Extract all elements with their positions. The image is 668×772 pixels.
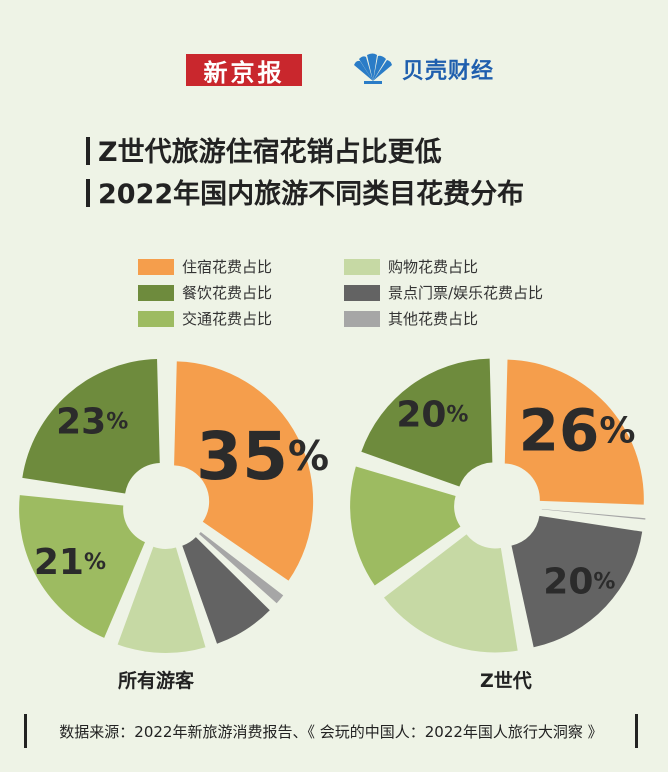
chart-title-all-visitors: 所有游客 bbox=[118, 670, 195, 692]
legend-swatch bbox=[138, 310, 174, 327]
title-text-1: Z世代旅游住宿花销占比更低 bbox=[98, 137, 442, 168]
pie-slice bbox=[182, 537, 270, 644]
title-line-2: 2022年国内旅游不同类目花费分布 bbox=[86, 174, 524, 216]
slice-label: 26% bbox=[519, 397, 636, 465]
legend-swatch bbox=[344, 310, 380, 327]
pie-charts: 35% 21% 23% 26% 20% 20% bbox=[19, 358, 646, 653]
pie-slice bbox=[541, 508, 646, 520]
pie-chart-gen-z: 26% 20% 20% bbox=[350, 358, 646, 653]
legend-label: 其他花费占比 bbox=[388, 310, 479, 328]
beike-finance-text: 贝壳财经 bbox=[402, 59, 495, 84]
pie-slice bbox=[117, 546, 206, 653]
slice-label: 23% bbox=[56, 401, 128, 442]
title-line-1: Z世代旅游住宿花销占比更低 bbox=[86, 132, 524, 174]
pie-slice bbox=[19, 495, 145, 638]
legend-label: 住宿花费占比 bbox=[182, 258, 273, 276]
pie-slice bbox=[174, 361, 314, 581]
pie-slice bbox=[504, 359, 644, 505]
slice-label: 20% bbox=[543, 561, 615, 602]
legend-label: 交通花费占比 bbox=[182, 310, 273, 328]
legend-swatch bbox=[344, 284, 380, 301]
pie-slice bbox=[199, 532, 284, 604]
legend-item-tickets: 景点门票/娱乐花费占比 bbox=[344, 282, 543, 303]
legend-item-accommodation: 住宿花费占比 bbox=[138, 256, 272, 277]
pie-slice bbox=[383, 534, 518, 653]
title-block: Z世代旅游住宿花销占比更低 2022年国内旅游不同类目花费分布 bbox=[86, 132, 524, 216]
title-bar bbox=[86, 179, 90, 207]
shell-icon bbox=[354, 53, 392, 84]
xinjingbao-logo: 新京报 bbox=[186, 54, 302, 87]
pie-slice bbox=[511, 515, 643, 648]
slice-label: 20% bbox=[396, 394, 468, 435]
legend-label: 景点门票/娱乐花费占比 bbox=[388, 284, 544, 302]
data-source: 数据来源：2022年新旅游消费报告、《 会玩的中国人：2022年国人旅行大洞察 … bbox=[24, 714, 638, 748]
pie-chart-all-visitors: 35% 21% 23% bbox=[19, 359, 329, 653]
slice-label: 35% bbox=[196, 417, 329, 494]
legend-swatch bbox=[344, 258, 380, 275]
title-bar bbox=[86, 137, 90, 165]
legend-label: 购物花费占比 bbox=[388, 258, 479, 276]
chart-title-gen-z: Z世代 bbox=[480, 670, 532, 692]
header: 新京报 贝壳财经 bbox=[0, 48, 668, 90]
legend-label: 餐饮花费占比 bbox=[182, 284, 273, 302]
slice-label: 21% bbox=[34, 541, 106, 582]
legend-swatch bbox=[138, 258, 174, 275]
pie-slice bbox=[350, 466, 461, 586]
legend-swatch bbox=[138, 284, 174, 301]
legend-item-other: 其他花费占比 bbox=[344, 308, 478, 329]
legend-item-transport: 交通花费占比 bbox=[138, 308, 272, 329]
pie-slice bbox=[361, 358, 493, 487]
beike-finance-logo: 贝壳财经 bbox=[350, 50, 494, 88]
legend-item-food: 餐饮花费占比 bbox=[138, 282, 272, 303]
legend-item-shopping: 购物花费占比 bbox=[344, 256, 478, 277]
title-text-2: 2022年国内旅游不同类目花费分布 bbox=[98, 179, 525, 210]
pie-slice bbox=[22, 359, 160, 494]
